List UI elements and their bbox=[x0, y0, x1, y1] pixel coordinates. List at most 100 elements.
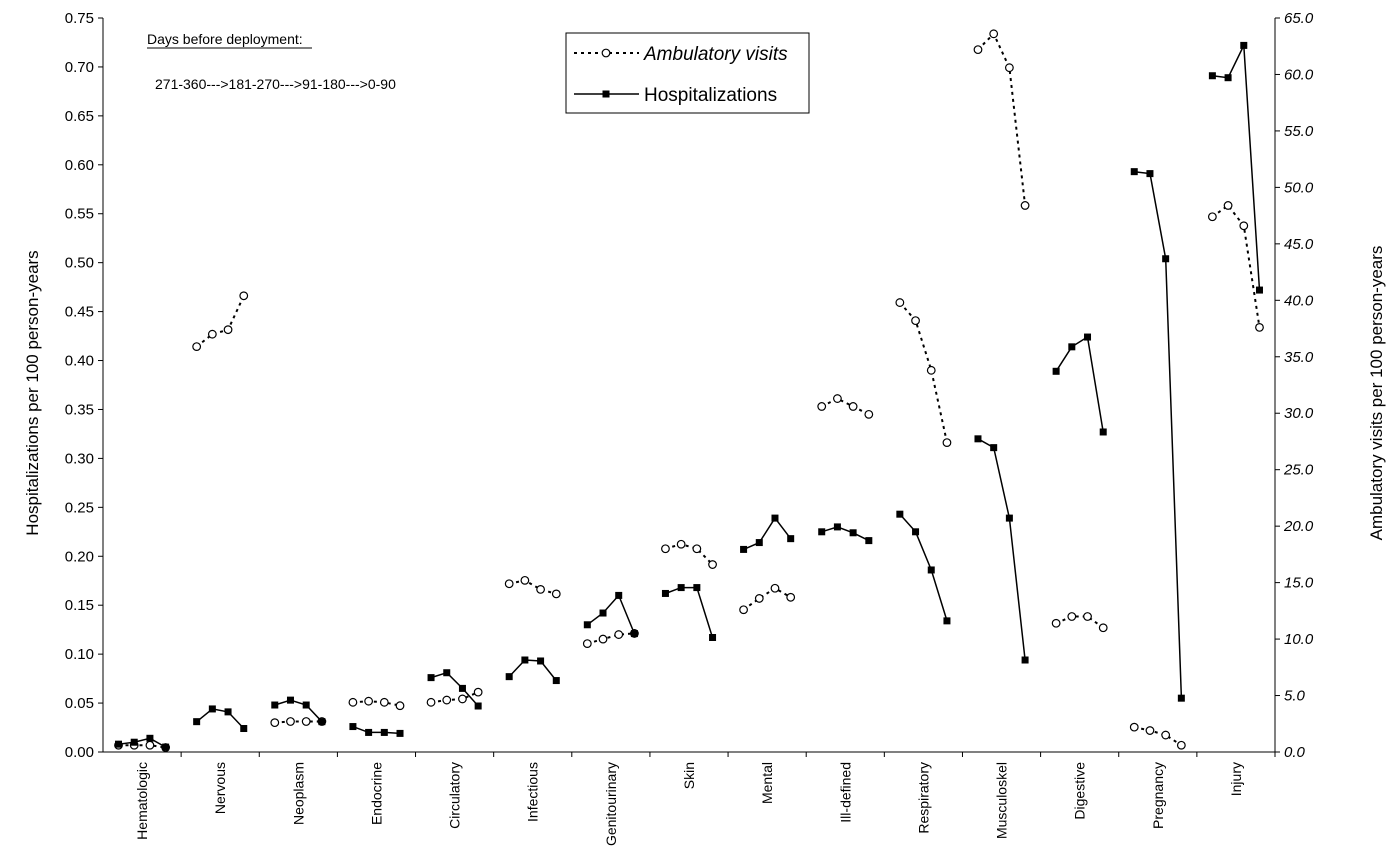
hospitalizations-point bbox=[1052, 367, 1060, 375]
hospitalizations-point bbox=[302, 701, 310, 709]
hospitalizations-point bbox=[849, 529, 857, 537]
hospitalizations-line bbox=[274, 699, 323, 723]
left-tick-label: 0.30 bbox=[65, 450, 94, 467]
hospitalizations-point bbox=[1068, 343, 1076, 351]
hospitalizations-point bbox=[1021, 656, 1029, 664]
hospitalizations-point bbox=[130, 738, 138, 746]
hospitalizations-point bbox=[1084, 333, 1092, 341]
hospitalizations-point bbox=[474, 702, 482, 710]
left-tick-label: 0.65 bbox=[65, 108, 94, 125]
hospitalizations-point bbox=[162, 743, 170, 751]
ambulatory-visits-point bbox=[973, 45, 983, 55]
ambulatory-visits-point bbox=[1239, 221, 1249, 231]
annotation-title: Days before deployment: bbox=[147, 31, 303, 47]
legend-hospitalizations-marker bbox=[602, 90, 610, 98]
ambulatory-visits-point bbox=[1098, 623, 1108, 633]
ambulatory-visits-point bbox=[989, 29, 999, 39]
ambulatory-visits-point bbox=[426, 697, 436, 707]
legend-hospitalizations-label: Hospitalizations bbox=[644, 85, 777, 106]
hospitalizations-point bbox=[443, 669, 451, 677]
hospitalizations-point bbox=[974, 435, 982, 443]
ambulatory-visits-line bbox=[587, 632, 635, 645]
ambulatory-visits-point bbox=[1067, 612, 1077, 621]
right-tick-label: 45.0 bbox=[1284, 236, 1314, 253]
ambulatory-visits-point bbox=[379, 697, 389, 707]
ambulatory-visits-point bbox=[551, 589, 561, 599]
ambulatory-visits-point bbox=[942, 438, 952, 447]
ambulatory-visits-line bbox=[1134, 726, 1182, 747]
left-tick-label: 0.00 bbox=[65, 744, 94, 761]
category-label: Digestive bbox=[1072, 762, 1088, 820]
hospitalizations-point bbox=[912, 528, 920, 536]
ambulatory-visits-point bbox=[145, 740, 155, 750]
category-label: Pregnancy bbox=[1150, 762, 1166, 829]
ambulatory-visits-point bbox=[926, 365, 936, 375]
hospitalizations-point bbox=[458, 684, 466, 692]
category-label: Ill-defined bbox=[837, 762, 853, 823]
hospitalizations-point bbox=[740, 545, 748, 553]
right-tick-label: 65.0 bbox=[1284, 10, 1314, 27]
ambulatory-visits-point bbox=[739, 605, 748, 615]
hospitalizations-point bbox=[1255, 286, 1263, 294]
category-label: Genitourinary bbox=[603, 762, 619, 846]
hospitalizations-point bbox=[693, 584, 701, 592]
ambulatory-visits-point bbox=[676, 539, 686, 549]
hospitalizations-point bbox=[833, 523, 841, 531]
ambulatory-visits-point bbox=[520, 575, 530, 585]
ambulatory-visits-point bbox=[661, 544, 670, 554]
category-label: Injury bbox=[1228, 762, 1244, 796]
ambulatory-visits-line bbox=[508, 579, 557, 595]
right-tick-label: 50.0 bbox=[1284, 179, 1314, 196]
right-tick-label: 20.0 bbox=[1283, 518, 1314, 535]
right-tick-label: 25.0 bbox=[1283, 462, 1314, 479]
hospitalizations-point bbox=[661, 589, 669, 597]
right-tick-label: 5.0 bbox=[1284, 688, 1306, 705]
hospitalizations-point bbox=[271, 701, 279, 709]
hospitalizations-point bbox=[193, 718, 201, 726]
hospitalizations-point bbox=[1162, 255, 1170, 263]
hospitalizations-line bbox=[743, 516, 792, 551]
ambulatory-visits-point bbox=[833, 394, 842, 403]
ambulatory-visits-line bbox=[1055, 615, 1104, 629]
ambulatory-visits-point bbox=[207, 329, 217, 339]
hospitalizations-point bbox=[709, 633, 717, 641]
ambulatory-visits-point bbox=[848, 402, 858, 411]
hospitalizations-point bbox=[505, 673, 513, 681]
hospitalizations-point bbox=[677, 584, 685, 592]
category-label: Neoplasm bbox=[290, 762, 306, 825]
ambulatory-visits-point bbox=[504, 579, 514, 589]
ambulatory-visits-point bbox=[442, 695, 452, 705]
right-tick-label: 30.0 bbox=[1284, 405, 1314, 422]
ambulatory-visits-point bbox=[395, 701, 405, 711]
hospitalizations-point bbox=[896, 510, 904, 518]
ambulatory-visits-point bbox=[223, 325, 233, 335]
hospitalizations-point bbox=[583, 621, 591, 629]
hospitalizations-line bbox=[352, 725, 401, 735]
right-tick-label: 55.0 bbox=[1284, 123, 1314, 140]
hospitalizations-point bbox=[427, 674, 435, 682]
legend-ambulatory-marker bbox=[601, 48, 611, 58]
hospitalizations-line bbox=[899, 513, 948, 622]
ambulatory-visits-point bbox=[239, 291, 249, 301]
ambulatory-visits-point bbox=[473, 687, 483, 697]
hospitalizations-point bbox=[208, 705, 216, 713]
left-tick-label: 0.70 bbox=[65, 59, 94, 76]
ambulatory-visits-point bbox=[770, 583, 780, 593]
ambulatory-visits-line bbox=[1211, 204, 1261, 328]
ambulatory-visits-point bbox=[1207, 212, 1217, 222]
category-labels: Hematologic Nervous Neoplasm Endocrine Circu… bbox=[134, 752, 1276, 846]
left-tick-label: 0.35 bbox=[65, 401, 94, 418]
hospitalizations-point bbox=[1146, 170, 1154, 178]
left-axis-title: Hospitalizations per 100 person-years bbox=[23, 250, 42, 535]
ambulatory-visits-point bbox=[301, 717, 311, 726]
hospitalizations-point bbox=[1099, 428, 1107, 436]
hospitalizations-point bbox=[349, 723, 357, 731]
category-label: Mental bbox=[759, 762, 775, 804]
left-tick-label: 0.15 bbox=[65, 597, 94, 614]
hospitalizations-line bbox=[977, 438, 1026, 661]
hospitalizations-line bbox=[508, 659, 557, 682]
hospitalizations-point bbox=[552, 677, 560, 685]
ambulatory-visits-point bbox=[708, 560, 717, 569]
ambulatory-visits-line bbox=[743, 587, 792, 611]
